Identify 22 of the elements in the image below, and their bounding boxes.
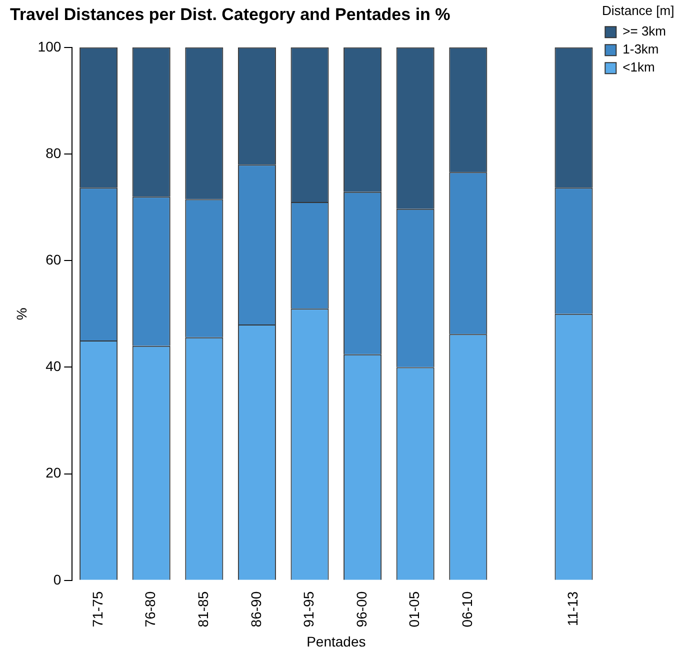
x-tick-label: 71-75: [89, 591, 106, 628]
y-tick-label: 100: [38, 38, 62, 54]
legend-label: <1km: [622, 60, 655, 75]
x-tick-label: 01-05: [406, 591, 422, 628]
y-tick-label: 40: [46, 358, 62, 374]
x-tick-label: 06-10: [459, 591, 476, 628]
y-tick-label: 60: [46, 251, 62, 268]
y-axis-title: %: [13, 308, 30, 320]
x-tick-label: 91-95: [300, 591, 317, 628]
legend-label: 1-3km: [622, 42, 659, 57]
y-tick-label: 0: [53, 571, 62, 588]
chart-title: Travel Distances per Dist. Category and Pentades in %: [10, 4, 450, 24]
legend-title: Distance [m]: [602, 3, 674, 18]
x-tick-label: 76-80: [142, 591, 158, 628]
x-tick-label: 86-90: [248, 591, 264, 628]
y-tick-label: 20: [46, 464, 62, 481]
x-tick-label: 96-00: [353, 591, 370, 628]
x-axis-title: Pentades: [306, 633, 366, 650]
y-tick-label: 80: [46, 144, 62, 161]
legend-label: >= 3km: [622, 24, 666, 39]
x-tick-label: 81-85: [195, 591, 212, 628]
x-tick-label: 11-13: [564, 591, 581, 626]
